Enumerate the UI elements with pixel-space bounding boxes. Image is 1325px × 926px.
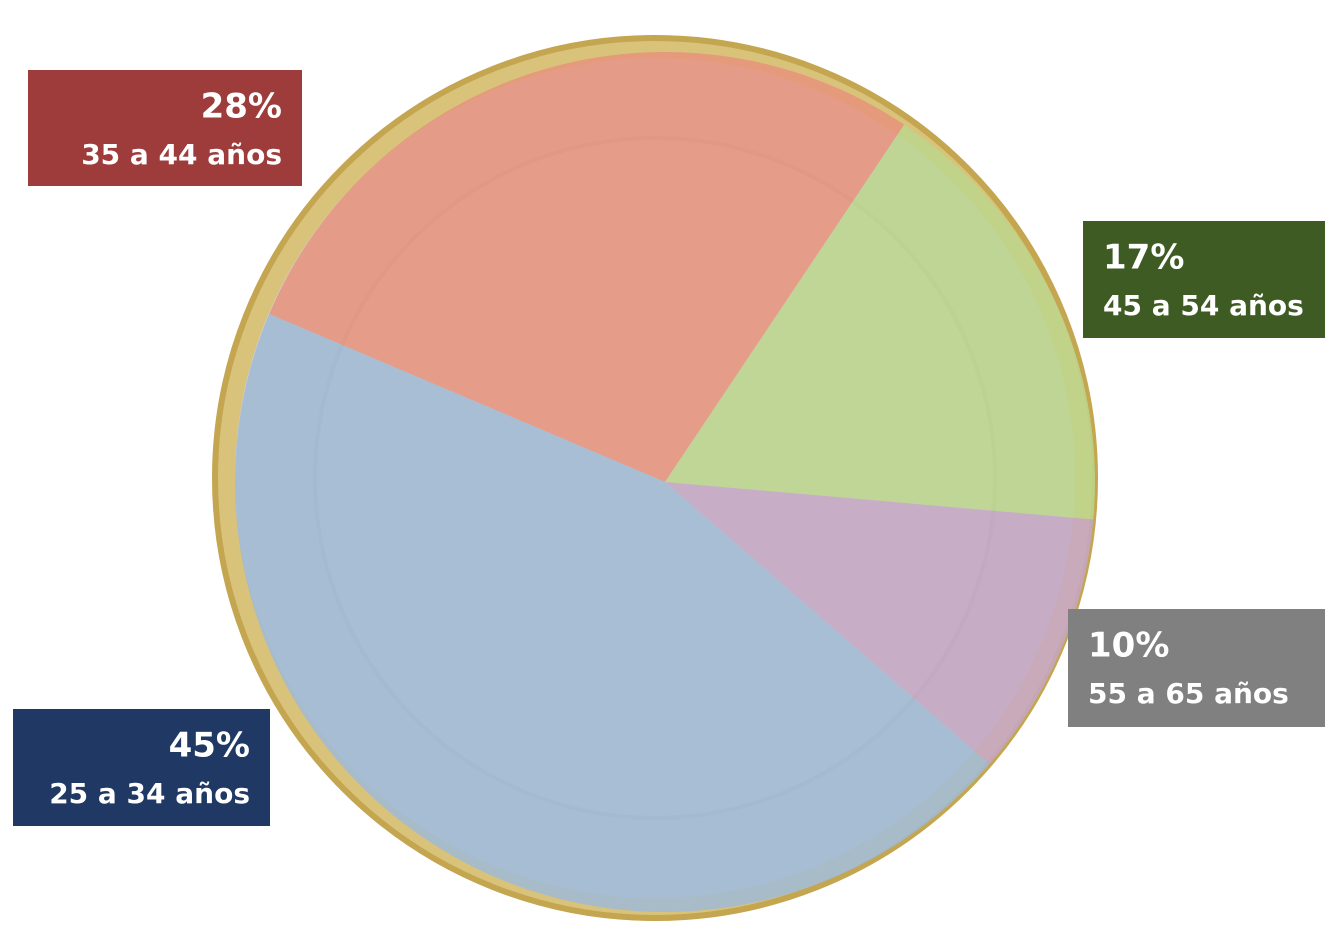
slice-percent: 17% (1103, 238, 1184, 278)
label-box (28, 70, 302, 186)
pie-slice (235, 313, 990, 913)
pie-slice (665, 124, 1096, 520)
pie (235, 51, 1096, 913)
slice-category: 55 a 65 años (1088, 677, 1289, 710)
pie-slice (665, 482, 1094, 765)
slice-category: 45 a 54 años (1103, 289, 1304, 322)
slice-percent: 28% (201, 87, 282, 127)
label-box (1068, 609, 1325, 727)
slice-percent: 10% (1088, 626, 1169, 666)
pie-slice (269, 51, 905, 482)
slice-category: 35 a 44 años (81, 138, 282, 171)
labels: 28% 35 a 44 años 17% 45 a 54 años 10% 55 a 65… (13, 70, 1325, 826)
label-box (1083, 221, 1325, 338)
slice-category: 25 a 34 años (49, 777, 250, 810)
label-box (13, 709, 270, 826)
slice-percent: 45% (169, 726, 250, 766)
